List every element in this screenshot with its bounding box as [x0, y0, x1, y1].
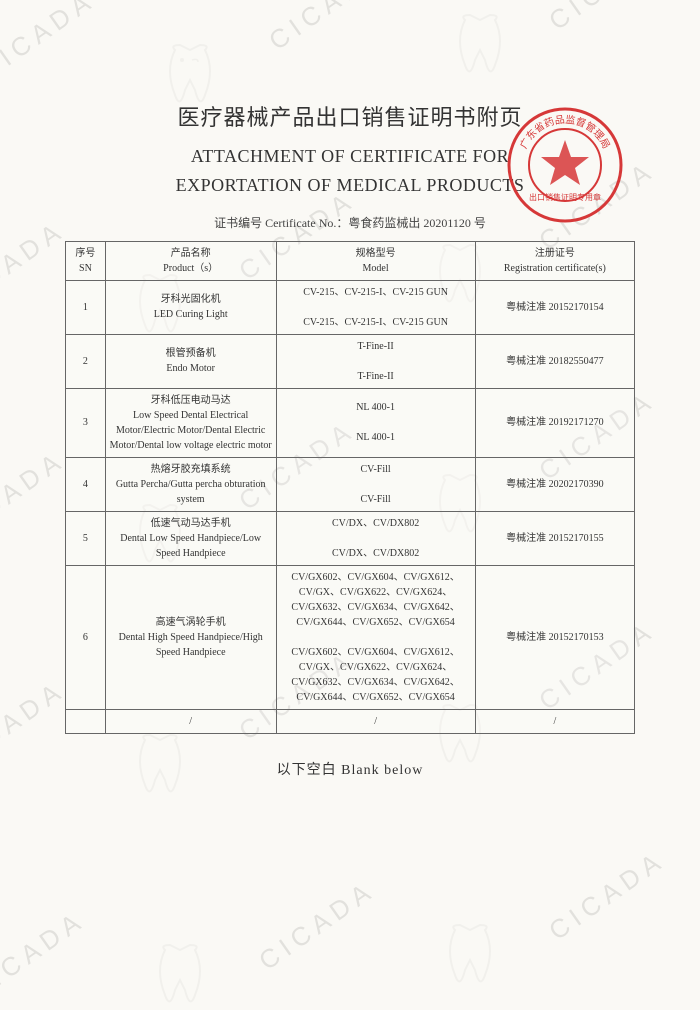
cell-product: 根管预备机Endo Motor — [105, 334, 276, 388]
cell-product: 高速气涡轮手机Dental High Speed Handpiece/High … — [105, 565, 276, 709]
cell-product: 牙科低压电动马达Low Speed Dental Electrical Moto… — [105, 388, 276, 457]
cell-sn: 1 — [66, 280, 106, 334]
cell-model: NL 400-1NL 400-1 — [276, 388, 475, 457]
header-product: 产品名称 Product（s） — [105, 241, 276, 280]
title-chinese: 医疗器械产品出口销售证明书附页 — [65, 100, 635, 132]
tooth-icon — [150, 940, 210, 1010]
certificate-number: 证书编号 Certificate No.：粤食药监械出 20201120 号 — [65, 214, 635, 231]
table-body: 1牙科光固化机LED Curing LightCV-215、CV-215-I、C… — [66, 280, 635, 733]
header-sn-cn: 序号 — [69, 246, 102, 261]
cell-registration: 粤械注准 20192171270 — [475, 388, 634, 457]
blank-below-text: 以下空白 Blank below — [65, 759, 635, 779]
cell-registration: 粤械注准 20152170154 — [475, 280, 634, 334]
cell-sn: 3 — [66, 388, 106, 457]
cell-product: 牙科光固化机LED Curing Light — [105, 280, 276, 334]
header-product-cn: 产品名称 — [109, 246, 273, 261]
table-row: 2根管预备机Endo MotorT-Fine-IIT-Fine-II粤械注准 2… — [66, 334, 635, 388]
table-row: 5低速气动马达手机Dental Low Speed Handpiece/Low … — [66, 511, 635, 565]
cell-model: T-Fine-IIT-Fine-II — [276, 334, 475, 388]
header-model: 规格型号 Model — [276, 241, 475, 280]
cell-product: 低速气动马达手机Dental Low Speed Handpiece/Low S… — [105, 511, 276, 565]
cell-product: / — [105, 709, 276, 733]
header-sn: 序号 SN — [66, 241, 106, 280]
cell-registration: 粤械注准 20182550477 — [475, 334, 634, 388]
cell-sn: 5 — [66, 511, 106, 565]
table-row: 4热熔牙胶充填系统Gutta Percha/Gutta percha obtur… — [66, 457, 635, 511]
header-registration: 注册证号 Registration certificate(s) — [475, 241, 634, 280]
cell-sn: 2 — [66, 334, 106, 388]
cell-registration: 粤械注准 20152170153 — [475, 565, 634, 709]
cell-registration: / — [475, 709, 634, 733]
header-sn-en: SN — [69, 261, 102, 276]
header-registration-en: Registration certificate(s) — [479, 261, 631, 276]
cell-model: CV/DX、CV/DX802CV/DX、CV/DX802 — [276, 511, 475, 565]
header-model-cn: 规格型号 — [280, 246, 472, 261]
products-table: 序号 SN 产品名称 Product（s） 规格型号 Model 注册证号 Re… — [65, 241, 635, 734]
header-product-en: Product（s） — [109, 261, 273, 276]
cell-sn — [66, 709, 106, 733]
watermark-text: CICADA — [253, 874, 381, 976]
header-registration-cn: 注册证号 — [479, 246, 631, 261]
cell-registration: 粤械注准 20152170155 — [475, 511, 634, 565]
cell-model: CV/GX602、CV/GX604、CV/GX612、CV/GX、CV/GX62… — [276, 565, 475, 709]
document-page: 医疗器械产品出口销售证明书附页 ATTACHMENT OF CERTIFICAT… — [0, 0, 700, 819]
watermark-text: CICADA — [0, 904, 91, 1006]
cell-model: CV-215、CV-215-I、CV-215 GUNCV-215、CV-215-… — [276, 280, 475, 334]
watermark-text: CICADA — [543, 844, 671, 946]
title-english-line2: EXPORTATION OF MEDICAL PRODUCTS — [65, 171, 635, 200]
cell-sn: 6 — [66, 565, 106, 709]
cell-sn: 4 — [66, 457, 106, 511]
title-english-line1: ATTACHMENT OF CERTIFICATE FOR — [65, 142, 635, 171]
table-row: /// — [66, 709, 635, 733]
header-model-en: Model — [280, 261, 472, 276]
cell-model: CV-FillCV-Fill — [276, 457, 475, 511]
cell-product: 热熔牙胶充填系统Gutta Percha/Gutta percha obtura… — [105, 457, 276, 511]
table-row: 6高速气涡轮手机Dental High Speed Handpiece/High… — [66, 565, 635, 709]
cell-model: / — [276, 709, 475, 733]
table-header-row: 序号 SN 产品名称 Product（s） 规格型号 Model 注册证号 Re… — [66, 241, 635, 280]
table-row: 3牙科低压电动马达Low Speed Dental Electrical Mot… — [66, 388, 635, 457]
table-row: 1牙科光固化机LED Curing LightCV-215、CV-215-I、C… — [66, 280, 635, 334]
cell-registration: 粤械注准 20202170390 — [475, 457, 634, 511]
tooth-icon — [440, 920, 500, 990]
